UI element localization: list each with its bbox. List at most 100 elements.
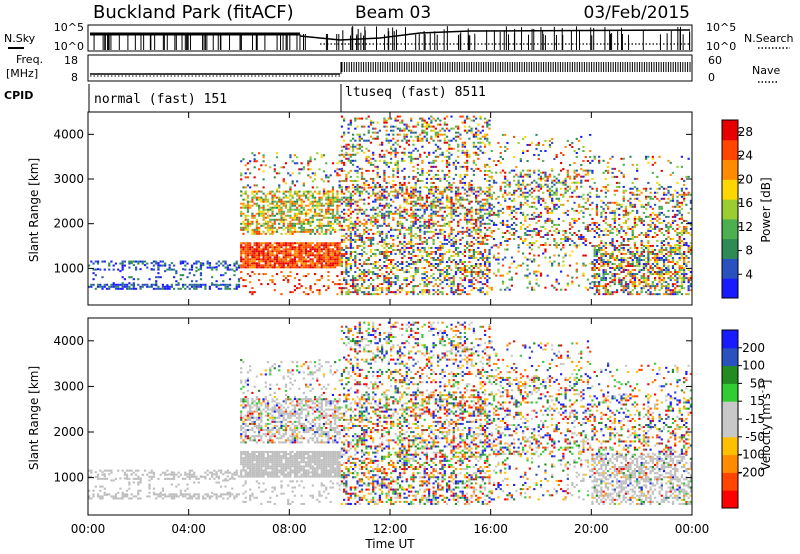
power-cell bbox=[284, 242, 288, 245]
power-cell bbox=[345, 173, 348, 176]
power-cell bbox=[475, 196, 478, 199]
power-cell bbox=[519, 158, 522, 161]
power-cell bbox=[383, 281, 386, 284]
power-cell bbox=[358, 287, 361, 290]
power-cell bbox=[340, 216, 343, 219]
power-cell bbox=[289, 242, 292, 245]
power-cell bbox=[316, 264, 319, 267]
power-cell bbox=[483, 143, 487, 146]
power-cell bbox=[338, 264, 341, 267]
power-cell bbox=[240, 248, 243, 251]
power-cell bbox=[360, 175, 364, 178]
power-cell bbox=[340, 198, 343, 201]
power-cell bbox=[566, 185, 569, 188]
power-cell bbox=[515, 183, 518, 186]
power-cell bbox=[434, 228, 437, 231]
power-cell bbox=[92, 262, 95, 265]
power-cell bbox=[213, 283, 216, 286]
power-cell bbox=[381, 267, 384, 270]
power-cell bbox=[108, 262, 111, 265]
power-cell bbox=[372, 287, 375, 290]
power-cell bbox=[568, 237, 572, 240]
power-cell bbox=[390, 198, 393, 201]
power-cell bbox=[405, 269, 408, 272]
power-cell bbox=[92, 278, 95, 281]
power-cell bbox=[255, 246, 258, 249]
power-cell bbox=[425, 206, 428, 209]
power-cell bbox=[291, 216, 294, 219]
power-cell bbox=[383, 171, 386, 174]
power-cell bbox=[468, 137, 471, 140]
power-cell bbox=[434, 127, 437, 130]
power-cell bbox=[457, 145, 460, 148]
power-cell bbox=[311, 220, 314, 223]
power-cell bbox=[340, 283, 343, 286]
power-cell bbox=[537, 264, 540, 267]
power-cell bbox=[410, 214, 413, 217]
power-cell bbox=[410, 258, 413, 261]
power-cell bbox=[539, 213, 543, 216]
power-cell bbox=[501, 258, 505, 261]
power-cell bbox=[320, 222, 323, 225]
power-cell bbox=[472, 226, 475, 229]
power-cell bbox=[287, 172, 290, 175]
power-cell bbox=[253, 258, 256, 261]
power-cell bbox=[405, 188, 408, 191]
power-cell bbox=[548, 145, 552, 148]
power-cell bbox=[293, 260, 297, 263]
power-cell bbox=[401, 226, 404, 229]
power-cell bbox=[197, 285, 200, 288]
power-cell bbox=[436, 224, 440, 227]
power-cell bbox=[293, 250, 297, 253]
power-cell bbox=[302, 166, 305, 169]
power-cell bbox=[421, 246, 424, 249]
power-cell bbox=[367, 129, 370, 132]
power-cell bbox=[293, 224, 297, 227]
power-cell bbox=[508, 171, 511, 174]
power-cell bbox=[521, 262, 525, 265]
power-cell bbox=[278, 196, 281, 199]
power-cell bbox=[298, 244, 301, 247]
power-cell bbox=[251, 192, 254, 195]
power-cell bbox=[501, 219, 505, 222]
power-cell bbox=[334, 196, 337, 199]
power-cell bbox=[412, 285, 415, 288]
power-cell bbox=[445, 238, 449, 241]
power-cell bbox=[146, 285, 149, 288]
power-cell bbox=[551, 262, 554, 265]
power-cell bbox=[394, 147, 397, 150]
power-cell bbox=[398, 224, 402, 227]
power-cell bbox=[443, 267, 446, 270]
power-cell bbox=[284, 254, 288, 257]
power-cell bbox=[304, 250, 308, 253]
power-cell bbox=[571, 239, 574, 243]
power-cell bbox=[524, 227, 527, 230]
power-cell bbox=[483, 145, 487, 148]
power-cell bbox=[302, 168, 305, 171]
power-cell bbox=[300, 260, 303, 263]
power-cell bbox=[412, 165, 415, 168]
power-cell bbox=[316, 244, 319, 247]
power-cell bbox=[524, 187, 527, 190]
power-cell bbox=[443, 222, 446, 225]
power-cell bbox=[331, 262, 335, 265]
power-cell bbox=[262, 198, 265, 201]
power-cell bbox=[264, 220, 267, 223]
power-cell bbox=[416, 137, 420, 140]
power-cell bbox=[401, 151, 404, 154]
power-cell bbox=[260, 260, 263, 263]
power-cell bbox=[195, 285, 198, 288]
power-cell bbox=[392, 185, 395, 188]
power-cell bbox=[385, 252, 388, 255]
power-cell bbox=[497, 215, 500, 218]
power-cell bbox=[356, 216, 359, 219]
power-cell bbox=[392, 267, 395, 270]
power-cell bbox=[530, 187, 534, 190]
power-cell bbox=[193, 274, 196, 277]
power-cell bbox=[401, 186, 404, 189]
power-cell bbox=[269, 214, 272, 217]
power-cell bbox=[497, 268, 500, 271]
power-cell bbox=[403, 234, 406, 237]
power-cell bbox=[495, 171, 498, 174]
power-cell bbox=[325, 260, 328, 263]
